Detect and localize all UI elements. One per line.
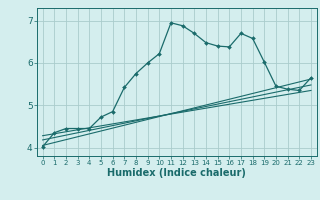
- X-axis label: Humidex (Indice chaleur): Humidex (Indice chaleur): [108, 168, 246, 178]
